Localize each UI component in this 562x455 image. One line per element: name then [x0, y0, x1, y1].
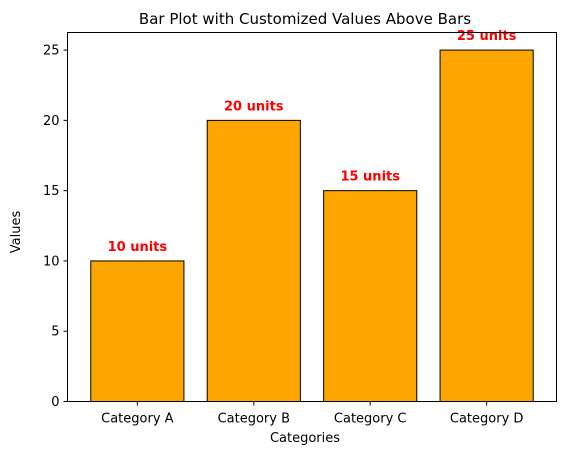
y-axis-label: Values [9, 211, 24, 254]
y-tick-label: 15 [43, 184, 60, 199]
bar-c [323, 190, 418, 402]
bar-a [90, 260, 185, 402]
x-tick-label: Category C [334, 412, 407, 427]
x-tick-label: Category A [101, 412, 174, 427]
x-axis-label: Categories [270, 431, 340, 446]
y-tick-label: 5 [51, 325, 59, 340]
data-label-b: 20 units [224, 99, 284, 114]
y-ticks-group: 0 5 10 15 20 25 [43, 44, 68, 410]
chart-title: Bar Plot with Customized Values Above Ba… [139, 10, 471, 28]
x-tick-label: Category D [450, 412, 524, 427]
plot-frame [67, 32, 557, 402]
bar-b [206, 119, 301, 402]
y-tick-label: 0 [51, 395, 59, 410]
bar-d [439, 49, 534, 402]
x-tick-label: Category B [218, 412, 290, 427]
y-tick-label: 10 [43, 254, 60, 269]
y-tick-label: 25 [43, 44, 60, 59]
bars-group: 10 units 20 units 15 units 25 units [90, 29, 534, 402]
x-ticks-group: Category A Category B Category C Category D [101, 401, 524, 427]
data-label-d: 25 units [457, 29, 517, 44]
y-tick-label: 20 [43, 114, 60, 129]
data-label-a: 10 units [108, 240, 168, 255]
data-label-c: 15 units [340, 170, 400, 185]
